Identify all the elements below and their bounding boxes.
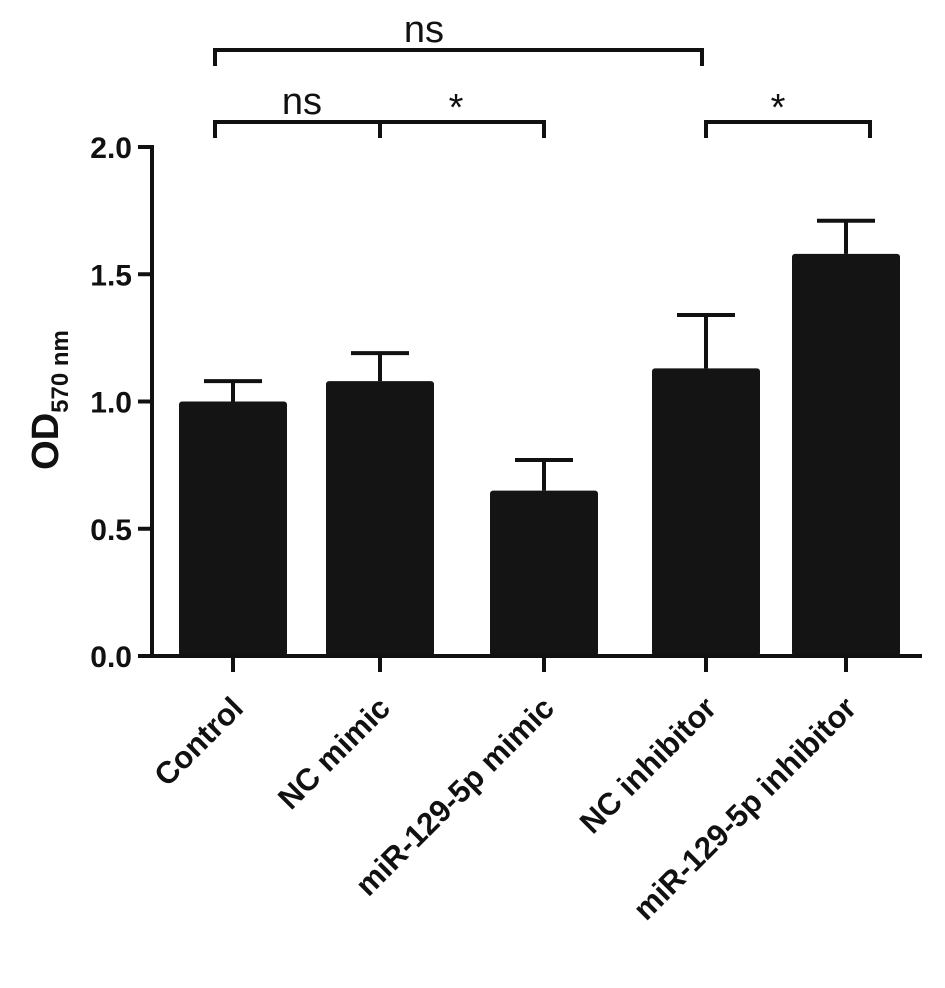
y-tick-label-4: 2.0: [90, 132, 132, 165]
y-axis-label-main: OD: [25, 413, 67, 470]
bar-1: [326, 381, 434, 656]
sig-label-2: *: [449, 87, 464, 129]
y-tick-label-0: 0.0: [90, 641, 132, 674]
x-tick-label-1: NC mimic: [271, 690, 397, 816]
sig-label-1: ns: [282, 81, 322, 123]
bar-0: [179, 401, 287, 656]
y-axis-label-sub: 570 nm: [47, 330, 74, 413]
y-tick-label-1: 0.5: [90, 514, 132, 547]
sig-label-0: ns: [404, 9, 444, 51]
bar-3: [652, 368, 760, 656]
y-tick-label-2: 1.0: [90, 387, 132, 420]
svg-text:OD570 nm: OD570 nm: [25, 330, 74, 470]
bar-2: [490, 490, 598, 656]
y-tick-label-3: 1.5: [90, 259, 132, 292]
x-tick-label-0: Control: [147, 690, 250, 793]
x-tick-label-3: NC inhibitor: [573, 690, 723, 840]
y-axis-label: OD570 nm: [25, 330, 74, 470]
bar-4: [792, 253, 900, 656]
sig-label-3: *: [771, 87, 786, 129]
